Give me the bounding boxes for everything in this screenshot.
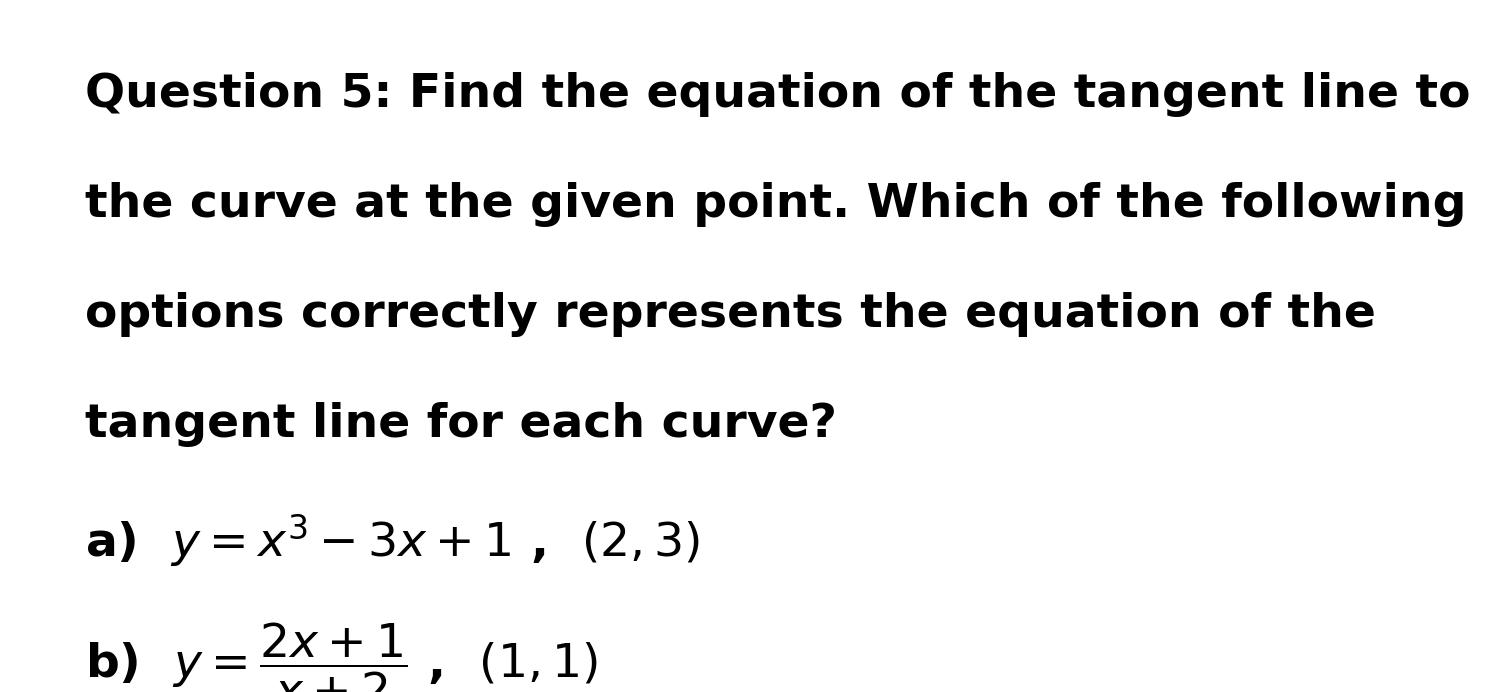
Text: options correctly represents the equation of the: options correctly represents the equatio…: [86, 292, 1376, 337]
Text: tangent line for each curve?: tangent line for each curve?: [86, 402, 837, 447]
Text: a)  $y = x^3 - 3x + 1$ ,  $(2, 3)$: a) $y = x^3 - 3x + 1$ , $(2, 3)$: [86, 512, 700, 569]
Text: Question 5: Find the equation of the tangent line to: Question 5: Find the equation of the tan…: [86, 72, 1470, 117]
Text: b)  $y = \dfrac{2x+1}{x+2}$ ,  $(1, 1)$: b) $y = \dfrac{2x+1}{x+2}$ , $(1, 1)$: [86, 620, 597, 692]
Text: the curve at the given point. Which of the following: the curve at the given point. Which of t…: [86, 182, 1467, 227]
